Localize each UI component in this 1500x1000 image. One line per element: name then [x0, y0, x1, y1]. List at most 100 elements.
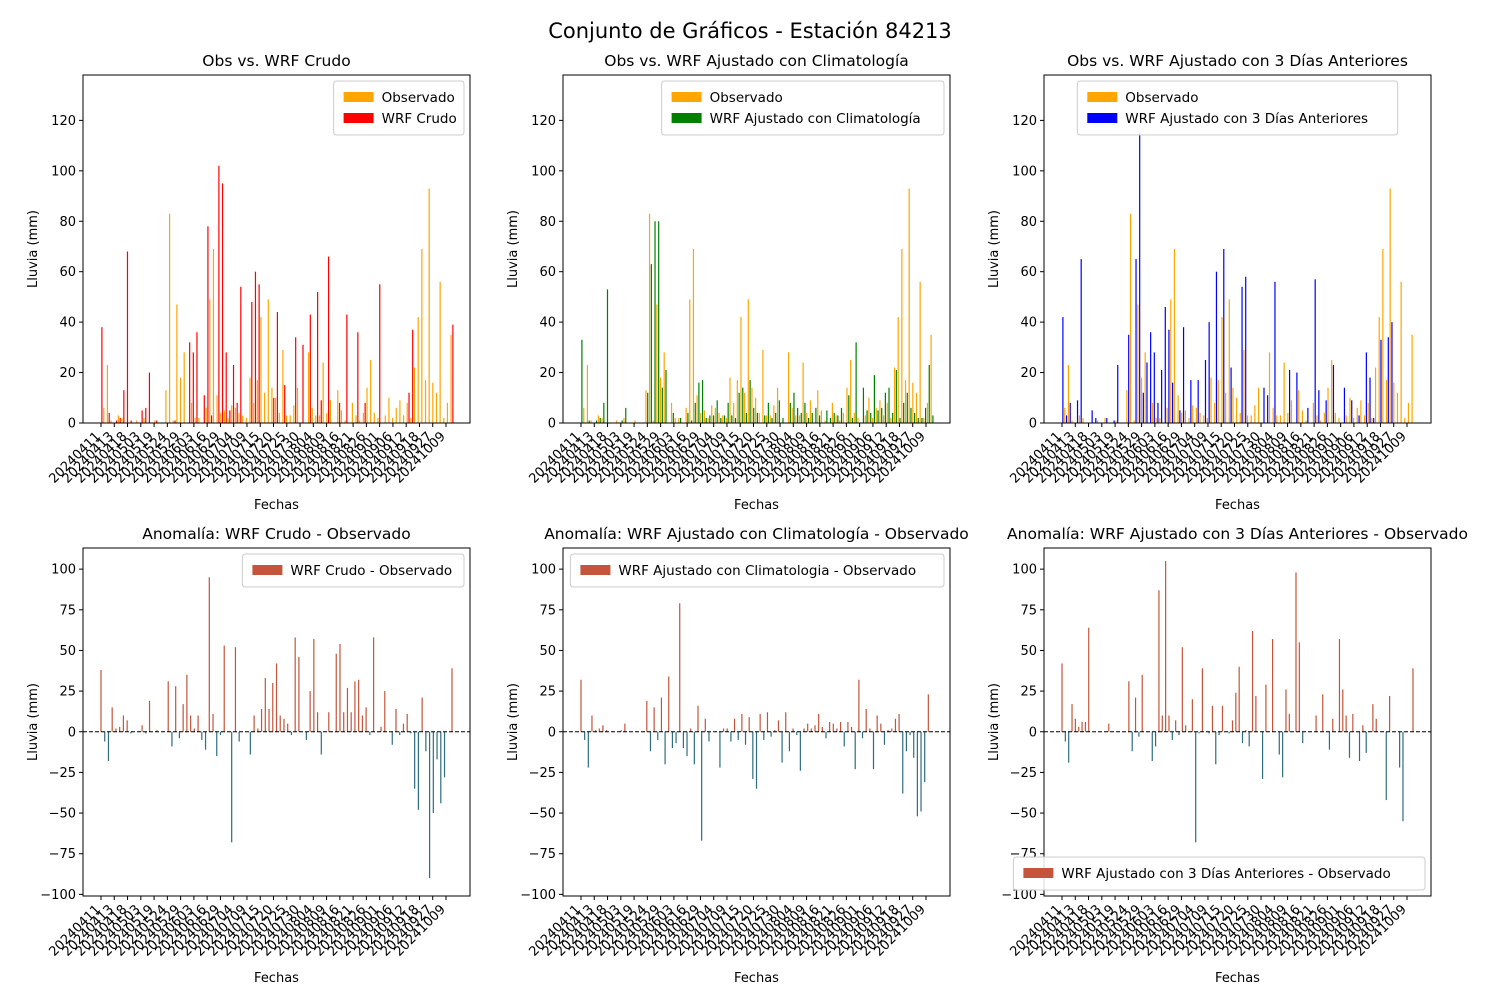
bar [919, 281, 921, 423]
chart-panel-p1: Obs vs. WRF Crudo02040608010012020240411… [26, 52, 471, 513]
bar [225, 352, 227, 423]
bar [1254, 405, 1256, 423]
bar [905, 731, 908, 752]
bar [402, 415, 405, 423]
bar [795, 415, 797, 423]
x-axis-label: Fechas [734, 498, 779, 513]
bar [1232, 387, 1234, 423]
bar [254, 271, 257, 423]
bar [327, 256, 330, 423]
x-axis-label: Fechas [1215, 498, 1260, 513]
bar [815, 407, 817, 423]
bar [624, 723, 626, 732]
bar [1331, 359, 1333, 423]
bar [1155, 417, 1157, 423]
bar [176, 304, 178, 423]
bar [621, 420, 623, 423]
bar [814, 725, 816, 732]
bar [388, 397, 390, 423]
bar [866, 410, 868, 423]
bar [1144, 352, 1146, 423]
bar [399, 400, 401, 423]
bar [1235, 692, 1237, 732]
bar [722, 415, 724, 423]
bar [664, 731, 666, 765]
bar [727, 402, 729, 423]
bar [1279, 415, 1282, 423]
bar [1199, 412, 1201, 423]
bar [1385, 380, 1388, 423]
bar [1261, 731, 1264, 779]
bar [417, 317, 419, 423]
bar [435, 392, 438, 423]
bar [293, 405, 295, 423]
bar [861, 731, 864, 739]
bar [1151, 731, 1153, 762]
bar [796, 731, 798, 736]
bar [320, 731, 322, 755]
bar [1181, 647, 1183, 732]
y-tick-label: 100 [531, 164, 556, 179]
bar [1362, 725, 1364, 732]
bar [450, 334, 452, 423]
bar [725, 417, 727, 423]
bar [1372, 704, 1374, 732]
bar [351, 402, 353, 423]
bar [623, 417, 625, 423]
bar [675, 731, 677, 744]
bar [1378, 317, 1380, 423]
bar [851, 417, 854, 423]
axes-frame [82, 547, 471, 897]
bar [156, 730, 158, 732]
bar [212, 713, 214, 732]
y-tick-label: 50 [59, 644, 76, 659]
bar [824, 420, 826, 423]
bar [1348, 731, 1351, 758]
bar [103, 407, 105, 423]
bar [406, 402, 408, 423]
bar [1069, 402, 1071, 423]
bar [370, 359, 372, 423]
bar [893, 367, 896, 423]
bar [402, 723, 405, 732]
bar [649, 731, 652, 752]
bar [712, 415, 715, 423]
bar [256, 380, 258, 423]
bar [1238, 666, 1240, 732]
bar [906, 392, 908, 423]
bar [108, 412, 110, 423]
bar [1307, 407, 1309, 423]
bar [1358, 415, 1360, 423]
bar [847, 722, 849, 732]
bar [580, 679, 582, 732]
bar [145, 407, 147, 423]
bar [410, 731, 412, 734]
bar [902, 731, 904, 794]
bar [440, 731, 442, 804]
bar [143, 417, 145, 423]
bar [1201, 668, 1203, 732]
bar [776, 387, 779, 423]
chart-title: Obs vs. WRF Crudo [202, 52, 350, 70]
bar [915, 392, 918, 423]
bar [201, 731, 203, 740]
bar [657, 731, 659, 740]
bar [924, 731, 926, 783]
bar [154, 420, 156, 423]
bar [174, 420, 176, 423]
bar [279, 715, 281, 732]
bar [223, 645, 225, 732]
bar [141, 410, 143, 423]
x-axis-label: Fechas [254, 498, 299, 513]
bar [686, 731, 688, 757]
bar [763, 731, 765, 740]
bar [765, 415, 768, 423]
bar [1288, 370, 1291, 423]
bars-group [100, 577, 453, 879]
bar [909, 731, 911, 736]
bar [249, 377, 251, 423]
bar [1283, 362, 1285, 423]
bar [392, 417, 394, 423]
bar [872, 731, 875, 770]
y-tick-label: 100 [51, 164, 76, 179]
